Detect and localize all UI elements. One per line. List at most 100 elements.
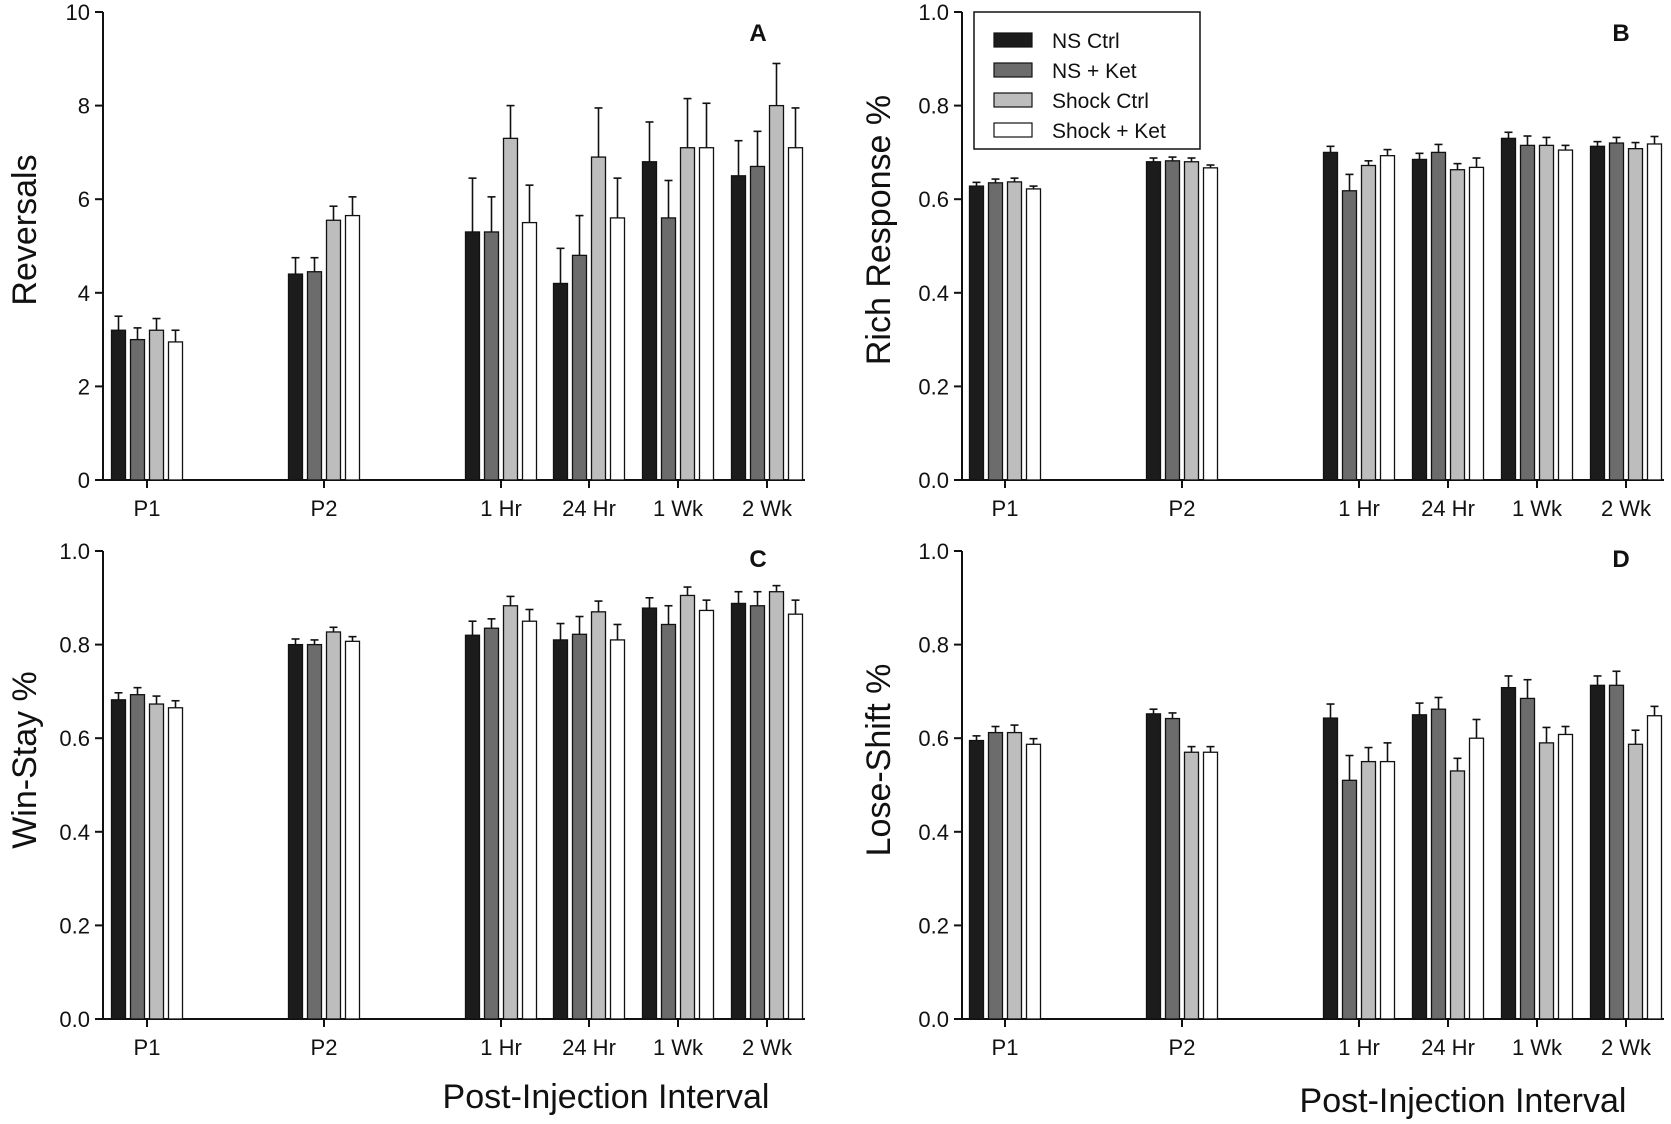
panel-c-bar-shock-ket (698, 609, 715, 1020)
panel-d-letter: D (1612, 546, 1629, 573)
panel-a-y-tick-label: 6 (78, 187, 90, 212)
panel-c-ylabel: Win-Stay % (6, 671, 44, 849)
panel-c-bar-ns-ctrl (287, 643, 304, 1020)
panel-d-bar-shock-ctrl (1360, 760, 1377, 1020)
panel-b-bar-shock-ket (1557, 149, 1574, 481)
panel-c-bar-shock-ket (609, 639, 626, 1020)
panel-a-y-tick-label: 8 (78, 94, 90, 119)
panel-d-bar-shock-ket (1646, 715, 1663, 1020)
panel-b-letter: B (1612, 20, 1629, 47)
panel-d-bar-ns-ctrl (1411, 714, 1428, 1020)
panel-d-bar-shock-ctrl (1449, 770, 1466, 1020)
panel-a-y-tick-label: 2 (78, 374, 90, 399)
panel-d-bar-ns-ctrl (968, 739, 985, 1020)
panel-d-x-tick-label: P1 (992, 1035, 1019, 1060)
panel-c-bar-shock-ctrl (768, 591, 785, 1020)
panel-b-y-tick-label: 0.8 (918, 94, 949, 119)
panel-b-bar-ns-ctrl (1322, 151, 1339, 481)
panel-a-letter: A (749, 20, 766, 47)
panel-c-y-tick-label: 0.8 (59, 633, 90, 658)
panel-a-ylabel: Reversals (6, 154, 44, 305)
panel-c-bar-ns-ctrl (552, 639, 569, 1020)
panel-a-bar-shock-ctrl (502, 137, 519, 481)
panel-c-bar-shock-ket (787, 613, 804, 1020)
panel-b-y-tick-label: 0.4 (918, 281, 949, 306)
legend: NS Ctrl NS + Ket Shock Ctrl Shock + Ket (973, 11, 1201, 150)
panel-d-y-tick-label: 1.0 (918, 539, 949, 564)
panel-c-x-tick-label: P1 (134, 1035, 161, 1060)
panel-d-bar-ns-ket (1164, 717, 1181, 1020)
panel-c-x-tick-label: 1 Wk (653, 1035, 704, 1060)
panel-b-bar-ns-ket (1341, 190, 1358, 481)
panel-b-x-tick-label: 2 Wk (1601, 496, 1652, 521)
panel-b-x-tick-label: P2 (1169, 496, 1196, 521)
panel-a-bar-ns-ket (306, 271, 323, 481)
panel-b-y-tick-label: 0.6 (918, 187, 949, 212)
panel-c-bar-shock-ctrl (148, 703, 165, 1020)
panel-a-bar-shock-ctrl (148, 329, 165, 481)
panel-d-bar-shock-ket (1468, 737, 1485, 1020)
panel-b-bar-shock-ctrl (1006, 181, 1023, 481)
panel-c-bar-shock-ket (521, 620, 538, 1020)
panel-b-bar-ns-ket (1164, 160, 1181, 481)
panel-d-bar-shock-ket (1025, 743, 1042, 1020)
panel-b-bar-ns-ctrl (1145, 161, 1162, 481)
legend-swatch-ns-ket (993, 62, 1033, 78)
legend-label-ns-ctrl: NS Ctrl (1052, 30, 1120, 53)
panel-d-bar-ns-ket (1341, 779, 1358, 1020)
panel-d: Lose-Shift % D Post-Injection Interval 0… (860, 539, 1664, 1120)
panel-b-bar-shock-ket (1379, 155, 1396, 481)
panel-b-bar-ns-ket (1430, 151, 1447, 481)
panel-b-y-tick-label: 1.0 (918, 0, 949, 25)
panel-c-bar-ns-ket (306, 643, 323, 1020)
panel-d-bar-ns-ctrl (1589, 684, 1606, 1020)
panel-a-bar-ns-ctrl (641, 161, 658, 481)
panel-c-bar-ns-ctrl (110, 699, 127, 1020)
panel-b-y-tick-label: 0.2 (918, 374, 949, 399)
panel-c-y-tick-label: 0.6 (59, 726, 90, 751)
panel-a-x-tick-label: 2 Wk (742, 496, 793, 521)
legend-swatch-ns-ctrl (993, 32, 1033, 48)
panel-b-bar-shock-ctrl (1449, 169, 1466, 481)
panel-b-bar-ns-ctrl (1411, 158, 1428, 481)
panel-a-x-tick-label: 1 Hr (480, 496, 522, 521)
panel-b-bar-ns-ket (987, 182, 1004, 481)
panel-a-x-tick-label: P1 (134, 496, 161, 521)
panel-a-bar-ns-ctrl (110, 329, 127, 481)
panel-c-bar-ns-ctrl (464, 634, 481, 1020)
panel-b-bar-shock-ctrl (1360, 164, 1377, 481)
panel-a-bar-shock-ket (521, 221, 538, 481)
panel-b-x-tick-label: 1 Wk (1512, 496, 1563, 521)
panel-d-x-tick-label: 2 Wk (1601, 1035, 1652, 1060)
panel-a-y-tick-label: 4 (78, 281, 90, 306)
panel-a-x-tick-label: 24 Hr (562, 496, 616, 521)
panel-b-bar-shock-ket (1025, 188, 1042, 481)
panel-b-bar-shock-ctrl (1538, 144, 1555, 481)
panel-c-bar-ns-ctrl (641, 607, 658, 1020)
panel-a-bar-ns-ctrl (464, 231, 481, 481)
panel-d-xlabel: Post-Injection Interval (1300, 1082, 1627, 1120)
legend-swatch-shock-ctrl (993, 92, 1033, 108)
panel-c-y-tick-label: 0.2 (59, 913, 90, 938)
panel-c-bar-shock-ket (167, 707, 184, 1020)
panel-d-bar-shock-ctrl (1006, 731, 1023, 1020)
panel-c-bar-ns-ket (660, 623, 677, 1020)
panel-a-bar-shock-ctrl (768, 104, 785, 481)
panel-d-bar-shock-ctrl (1538, 742, 1555, 1020)
panel-a-bar-ns-ctrl (287, 273, 304, 481)
panel-a-bar-ns-ket (749, 165, 766, 481)
panel-b-y-tick-label: 0.0 (918, 468, 949, 493)
panel-b-x-tick-label: 24 Hr (1421, 496, 1475, 521)
panel-b-bar-shock-ket (1468, 166, 1485, 481)
panel-a-bar-shock-ket (167, 341, 184, 481)
panel-c-bar-ns-ket (571, 633, 588, 1020)
panel-c-y-tick-label: 0.0 (59, 1007, 90, 1032)
panel-c-bar-shock-ctrl (325, 631, 342, 1020)
panel-c-letter: C (749, 546, 766, 573)
legend-label-ns-ket: NS + Ket (1052, 60, 1137, 83)
panel-d-bar-ns-ket (1519, 697, 1536, 1020)
panel-b-bar-ns-ctrl (1589, 145, 1606, 481)
panel-b-bar-shock-ket (1646, 143, 1663, 481)
panel-b-bar-ns-ctrl (968, 185, 985, 481)
